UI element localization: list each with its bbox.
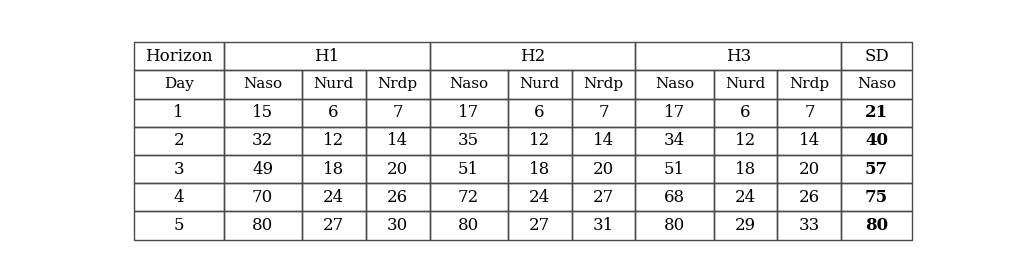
Text: Naso: Naso (856, 78, 896, 92)
Text: H2: H2 (520, 48, 544, 65)
Text: 80: 80 (663, 217, 685, 234)
Text: 20: 20 (592, 161, 613, 178)
Text: 80: 80 (252, 217, 273, 234)
Text: 30: 30 (386, 217, 408, 234)
Text: 32: 32 (252, 133, 273, 149)
Text: 18: 18 (734, 161, 755, 178)
Text: 14: 14 (386, 133, 408, 149)
Text: 40: 40 (864, 133, 888, 149)
Text: 51: 51 (663, 161, 685, 178)
Text: Naso: Naso (243, 78, 282, 92)
Text: 4: 4 (173, 189, 183, 206)
Text: 17: 17 (663, 104, 685, 121)
Text: 29: 29 (735, 217, 755, 234)
Text: H3: H3 (726, 48, 750, 65)
Text: 24: 24 (529, 189, 549, 206)
Text: 21: 21 (864, 104, 888, 121)
Text: 35: 35 (458, 133, 479, 149)
Text: SD: SD (863, 48, 889, 65)
Text: 34: 34 (663, 133, 685, 149)
Text: 15: 15 (252, 104, 273, 121)
Text: Nurd: Nurd (519, 78, 559, 92)
Text: 7: 7 (597, 104, 608, 121)
Text: 27: 27 (592, 189, 613, 206)
Text: 80: 80 (864, 217, 888, 234)
Text: 26: 26 (386, 189, 408, 206)
Text: 2: 2 (173, 133, 183, 149)
Text: 68: 68 (663, 189, 685, 206)
Text: Day: Day (164, 78, 194, 92)
Text: 14: 14 (798, 133, 819, 149)
Text: 17: 17 (458, 104, 479, 121)
Text: 3: 3 (173, 161, 183, 178)
Text: 57: 57 (864, 161, 888, 178)
Text: 51: 51 (458, 161, 479, 178)
Text: 27: 27 (323, 217, 343, 234)
Text: 7: 7 (803, 104, 814, 121)
Text: 26: 26 (798, 189, 819, 206)
Text: 6: 6 (328, 104, 338, 121)
Text: H1: H1 (314, 48, 339, 65)
Text: 6: 6 (534, 104, 544, 121)
Text: Nurd: Nurd (725, 78, 765, 92)
Text: 72: 72 (458, 189, 479, 206)
Text: Nurd: Nurd (313, 78, 354, 92)
Text: 33: 33 (798, 217, 819, 234)
Text: 6: 6 (740, 104, 750, 121)
Text: 1: 1 (173, 104, 183, 121)
Text: Horizon: Horizon (145, 48, 212, 65)
Text: 7: 7 (392, 104, 403, 121)
Text: 5: 5 (173, 217, 183, 234)
Text: Nrdp: Nrdp (377, 78, 417, 92)
Text: 24: 24 (734, 189, 755, 206)
Text: 18: 18 (529, 161, 549, 178)
Text: 31: 31 (592, 217, 613, 234)
Text: Nrdp: Nrdp (789, 78, 828, 92)
Text: 20: 20 (386, 161, 408, 178)
Text: 20: 20 (798, 161, 819, 178)
Text: 12: 12 (734, 133, 755, 149)
Text: 12: 12 (323, 133, 343, 149)
Text: 12: 12 (529, 133, 549, 149)
Text: Naso: Naso (448, 78, 488, 92)
Text: 49: 49 (252, 161, 273, 178)
Text: 80: 80 (458, 217, 479, 234)
Text: 14: 14 (592, 133, 613, 149)
Text: 18: 18 (323, 161, 343, 178)
Text: 27: 27 (529, 217, 549, 234)
Text: 70: 70 (252, 189, 273, 206)
Text: Nrdp: Nrdp (583, 78, 623, 92)
Text: 24: 24 (323, 189, 343, 206)
Text: Naso: Naso (654, 78, 693, 92)
Text: 75: 75 (864, 189, 888, 206)
